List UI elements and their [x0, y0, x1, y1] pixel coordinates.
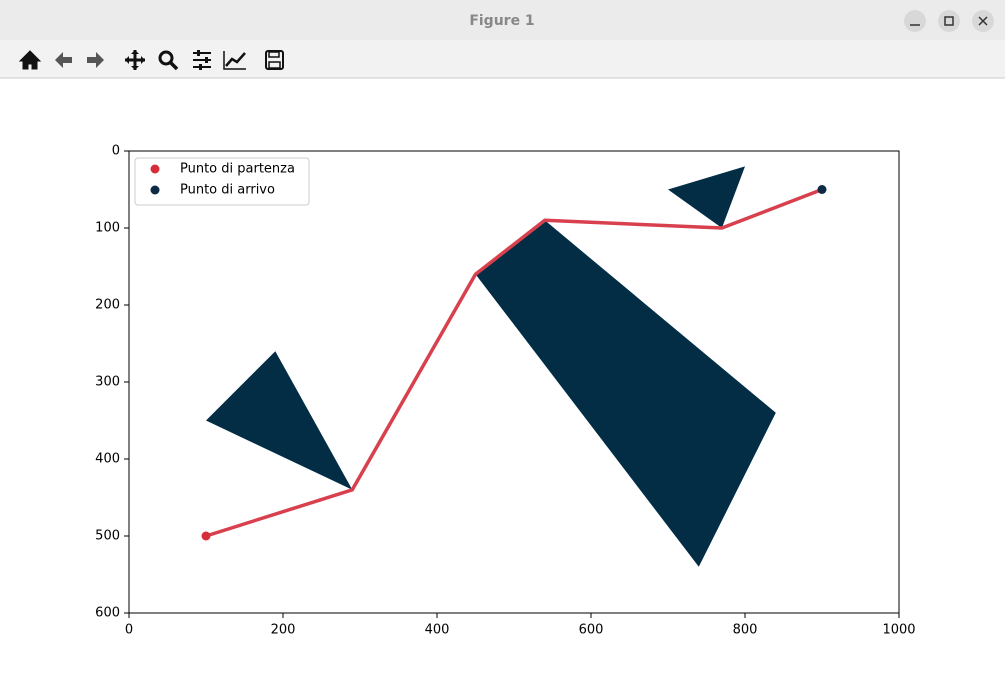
y-tick-label: 100: [95, 221, 120, 236]
y-tick-label: 200: [95, 298, 120, 313]
y-tick-label: 400: [95, 452, 120, 467]
minimize-button[interactable]: [904, 10, 926, 32]
toolbar: [0, 40, 1005, 78]
maximize-button[interactable]: [938, 10, 960, 32]
x-tick-label: 800: [733, 623, 758, 638]
x-tick-label: 1000: [882, 623, 915, 638]
x-tick-label: 600: [579, 623, 604, 638]
x-tick-label: 0: [125, 623, 133, 638]
legend-label: Punto di partenza: [180, 162, 295, 177]
y-tick-label: 600: [95, 606, 120, 621]
x-tick-label: 200: [271, 623, 296, 638]
y-tick-label: 300: [95, 375, 120, 390]
home-button[interactable]: [18, 50, 42, 70]
obstacle: [668, 166, 745, 228]
save-button[interactable]: [265, 50, 284, 70]
path-line: [205, 187, 823, 538]
window-title: Figure 1: [469, 13, 534, 29]
legend-marker: [150, 164, 160, 174]
y-tick-label: 500: [95, 529, 120, 544]
forward-button[interactable]: [87, 52, 104, 68]
obstacle: [206, 351, 353, 490]
legend-box: [134, 157, 310, 206]
obstacle: [475, 220, 776, 567]
title-bar: [0, 0, 1005, 40]
toolbar-icons: [18, 50, 284, 71]
window-controls: [904, 10, 994, 32]
point: [201, 531, 211, 541]
edit-button[interactable]: [223, 51, 246, 70]
x-tick-label: 400: [425, 623, 450, 638]
y-tick-label: 0: [112, 144, 120, 159]
point: [817, 185, 827, 194]
back-button[interactable]: [55, 52, 72, 68]
legend-label: Punto di arrivo: [180, 183, 275, 198]
zoom-button[interactable]: [158, 50, 174, 66]
legend-marker: [150, 185, 160, 195]
